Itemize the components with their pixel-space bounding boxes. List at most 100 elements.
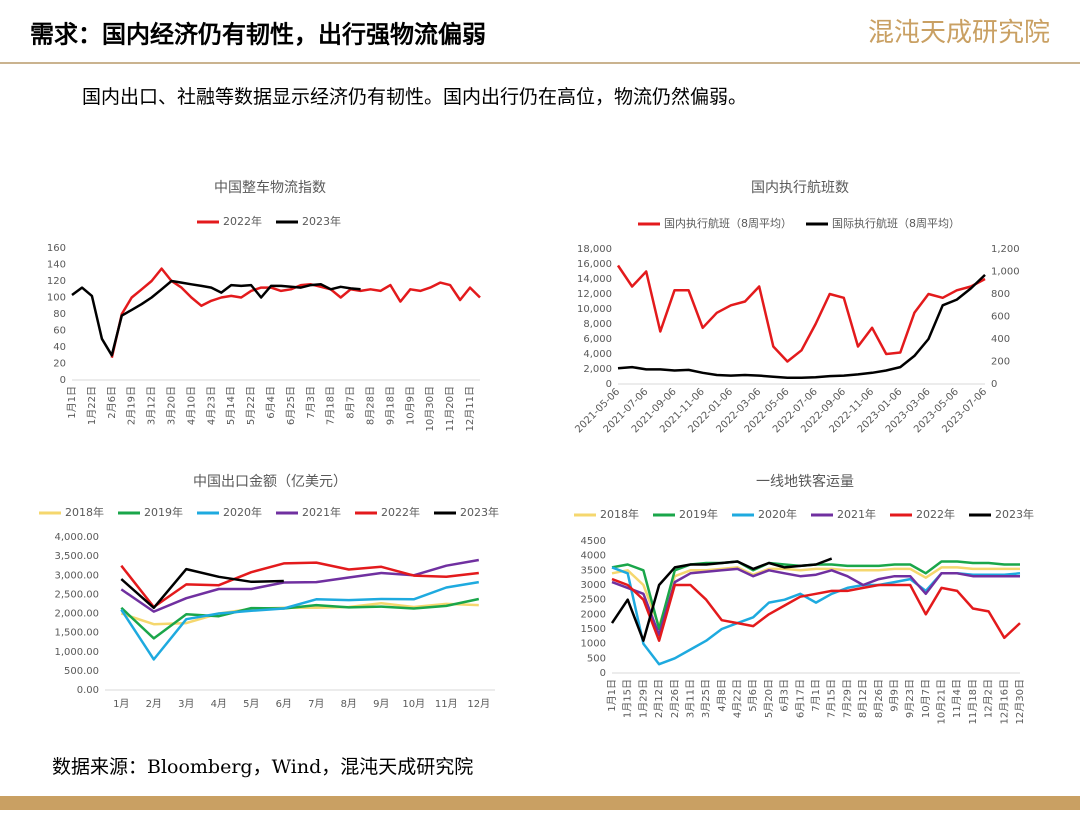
y-tick-label: 0.00 <box>77 685 99 696</box>
y-tick-label: 4000 <box>581 551 606 562</box>
y-tick-label: 1500 <box>581 624 606 635</box>
y-tick-label: 1000 <box>581 639 606 650</box>
y-tick-label: 4,000 <box>583 349 612 360</box>
y-tick-label: 3500 <box>581 565 606 576</box>
x-tick-label: 3月11日 <box>684 679 696 718</box>
source: 数据来源：Bloomberg，Wind，混沌天成研究院 <box>52 756 473 778</box>
chart-title: 国内执行航班数 <box>751 180 849 196</box>
legend-label: 2020年 <box>223 505 262 519</box>
x-tick-label: 12月11日 <box>464 386 476 431</box>
y-tick-label: 2500 <box>581 595 606 606</box>
x-tick-label: 3月20日 <box>166 386 178 425</box>
x-tick-label: 11月20日 <box>444 386 456 431</box>
y-tick-label: 16,000 <box>577 259 612 270</box>
series-line <box>71 279 361 357</box>
y-tick-label: 1,200 <box>991 244 1020 255</box>
x-tick-label: 1月 <box>113 698 129 710</box>
y-tick-label: 18,000 <box>577 244 612 255</box>
y-tick-label: 200 <box>991 357 1010 368</box>
x-tick-label: 5月 <box>243 698 259 710</box>
series-line <box>610 557 833 642</box>
x-tick-label: 7月15日 <box>826 679 838 718</box>
x-tick-label: 12月16日 <box>998 679 1010 724</box>
y-tick-label: 0 <box>606 379 612 390</box>
x-tick-label: 4月23日 <box>205 386 217 425</box>
x-tick-label: 8月7日 <box>345 386 357 419</box>
x-tick-label: 8月26日 <box>873 679 885 718</box>
x-tick-label: 12月2日 <box>983 679 995 718</box>
x-tick-label: 1月22日 <box>86 386 98 425</box>
y-tick-label: 60 <box>53 326 66 337</box>
legend-label: 2019年 <box>144 505 183 519</box>
y-tick-label: 1,500.00 <box>54 628 99 639</box>
legend-label: 国际执行航班（8周平均） <box>832 216 960 230</box>
y-tick-label: 4,000.00 <box>54 532 99 543</box>
x-tick-label: 2月19日 <box>126 386 138 425</box>
y-tick-label: 0 <box>60 375 66 386</box>
x-tick-label: 3月 <box>178 698 194 710</box>
x-tick-label: 3月25日 <box>700 679 712 718</box>
x-tick-label: 1月15日 <box>622 679 634 718</box>
y-tick-label: 400 <box>991 334 1010 345</box>
x-tick-label: 4月22日 <box>732 679 744 718</box>
chart-title: 中国出口金额（亿美元） <box>193 474 347 490</box>
y-tick-label: 0 <box>991 379 997 390</box>
chart-title: 一线地铁客运量 <box>756 473 854 490</box>
x-tick-label: 5月22日 <box>245 386 257 425</box>
series-line <box>611 567 1020 637</box>
x-tick-label: 9月 <box>373 698 389 710</box>
y-tick-label: 100 <box>47 293 66 304</box>
legend-label: 国内执行航班（8周平均） <box>664 216 792 230</box>
x-tick-label: 6月17日 <box>794 679 806 718</box>
legend-label: 2018年 <box>65 505 104 519</box>
legend-label: 2018年 <box>600 507 639 521</box>
legend-label: 2021年 <box>302 505 341 519</box>
y-tick-label: 500.00 <box>64 666 99 677</box>
y-tick-label: 80 <box>53 309 66 320</box>
x-tick-label: 9月9日 <box>888 679 900 712</box>
x-tick-label: 9月23日 <box>904 679 916 718</box>
x-tick-label: 10月 <box>402 698 425 710</box>
x-tick-label: 12月 <box>467 698 490 710</box>
series-line <box>611 566 1020 628</box>
x-tick-label: 10月7日 <box>920 679 932 718</box>
y-tick-label: 120 <box>47 276 66 287</box>
y-tick-label: 2,000.00 <box>54 609 99 620</box>
series-line <box>120 558 480 613</box>
legend-label: 2021年 <box>837 507 876 521</box>
y-tick-label: 6,000 <box>583 334 612 345</box>
y-tick-label: 10,000 <box>577 304 612 315</box>
x-tick-label: 2月26日 <box>669 679 681 718</box>
footer-band <box>0 796 1080 810</box>
x-tick-label: 7月3日 <box>305 386 317 419</box>
y-tick-label: 160 <box>47 243 66 254</box>
y-tick-label: 14,000 <box>577 274 612 285</box>
y-tick-label: 800 <box>991 289 1010 300</box>
series-line <box>120 597 480 640</box>
y-tick-label: 20 <box>53 359 66 370</box>
subtitle: 国内出口、社融等数据显示经济仍有韧性。国内出行仍在高位，物流仍然偏弱。 <box>82 86 747 108</box>
legend-label: 2022年 <box>381 505 420 519</box>
x-tick-label: 7月1日 <box>810 679 822 712</box>
x-tick-label: 10月30日 <box>424 386 436 431</box>
legend-label: 2019年 <box>679 507 718 521</box>
x-tick-label: 12月30日 <box>1014 679 1026 724</box>
x-tick-label: 7月18日 <box>325 386 337 425</box>
x-tick-label: 6月4日 <box>265 386 277 419</box>
x-tick-label: 4月 <box>211 698 227 710</box>
series-line <box>120 567 284 610</box>
y-tick-label: 2,000 <box>583 364 612 375</box>
x-tick-label: 10月21日 <box>936 679 948 724</box>
x-tick-label: 6月25日 <box>285 386 297 425</box>
y-tick-label: 40 <box>53 342 66 353</box>
x-tick-label: 5月14日 <box>225 386 237 425</box>
legend-label: 2023年 <box>302 214 341 228</box>
chart-title: 中国整车物流指数 <box>214 179 326 196</box>
x-tick-label: 8月28日 <box>365 386 377 425</box>
slide-title: 需求：国内经济仍有韧性，出行强物流偏弱 <box>30 20 486 49</box>
y-tick-label: 3000 <box>581 580 606 591</box>
x-tick-label: 1月29日 <box>637 679 649 718</box>
x-tick-label: 5月6日 <box>747 679 759 712</box>
x-tick-label: 11月4日 <box>951 679 963 718</box>
x-tick-label: 2月12日 <box>653 679 665 718</box>
